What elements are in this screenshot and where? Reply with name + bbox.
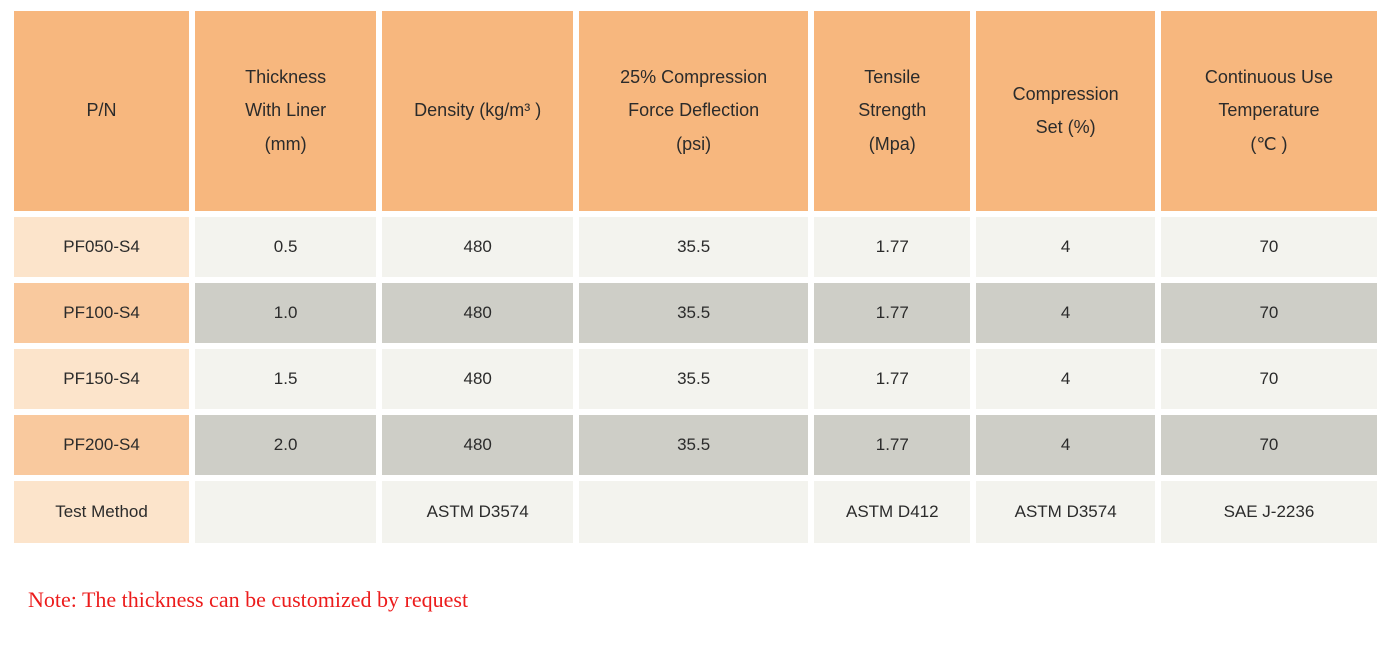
header-compression-force-deflection: 25% Compression Force Deflection (psi): [579, 11, 809, 211]
cell-tensile-strength: 1.77: [814, 283, 971, 343]
header-density: Density (kg/m³ ): [382, 11, 574, 211]
cell-compression-force-deflection: 35.5: [579, 349, 809, 409]
customization-note: Note: The thickness can be customized by…: [28, 587, 469, 612]
table-row-test-method: Test Method ASTM D3574 ASTM D412 ASTM D3…: [14, 481, 1377, 543]
spec-table: P/N Thickness With Liner (mm) Density (k…: [8, 5, 1383, 549]
cell-density: 480: [382, 349, 574, 409]
cell-continuous-use-temperature: 70: [1160, 217, 1377, 277]
cell-compression-force-deflection-test-method: [579, 481, 809, 543]
cell-density: 480: [382, 283, 574, 343]
cell-pn: PF100-S4: [14, 283, 190, 343]
cell-thickness-test-method: [195, 481, 377, 543]
header-pn: P/N: [14, 11, 190, 211]
cell-continuous-use-temperature-test-method: SAE J-2236: [1160, 481, 1377, 543]
cell-density-test-method: ASTM D3574: [382, 481, 574, 543]
header-tensile-strength: Tensile Strength (Mpa): [814, 11, 971, 211]
cell-density: 480: [382, 217, 574, 277]
header-thickness: Thickness With Liner (mm): [195, 11, 377, 211]
table-row-pf200: PF200-S4 2.0 480 35.5 1.77 4 70: [14, 415, 1377, 475]
cell-tensile-strength: 1.77: [814, 349, 971, 409]
table-row-pf050: PF050-S4 0.5 480 35.5 1.77 4 70: [14, 217, 1377, 277]
cell-compression-set: 4: [976, 415, 1155, 475]
cell-compression-force-deflection: 35.5: [579, 217, 809, 277]
cell-pn: PF050-S4: [14, 217, 190, 277]
cell-thickness: 2.0: [195, 415, 377, 475]
cell-thickness: 1.0: [195, 283, 377, 343]
cell-compression-set-test-method: ASTM D3574: [976, 481, 1155, 543]
cell-continuous-use-temperature: 70: [1160, 415, 1377, 475]
cell-compression-set: 4: [976, 217, 1155, 277]
table-header-row: P/N Thickness With Liner (mm) Density (k…: [14, 11, 1377, 211]
header-continuous-use-temperature: Continuous Use Temperature (℃ ): [1160, 11, 1377, 211]
cell-thickness: 1.5: [195, 349, 377, 409]
cell-test-method-label: Test Method: [14, 481, 190, 543]
cell-tensile-strength-test-method: ASTM D412: [814, 481, 971, 543]
cell-continuous-use-temperature: 70: [1160, 349, 1377, 409]
header-compression-set: Compression Set (%): [976, 11, 1155, 211]
table-row-pf100: PF100-S4 1.0 480 35.5 1.77 4 70: [14, 283, 1377, 343]
cell-density: 480: [382, 415, 574, 475]
cell-continuous-use-temperature: 70: [1160, 283, 1377, 343]
cell-compression-set: 4: [976, 283, 1155, 343]
cell-thickness: 0.5: [195, 217, 377, 277]
cell-tensile-strength: 1.77: [814, 415, 971, 475]
cell-compression-force-deflection: 35.5: [579, 415, 809, 475]
cell-pn: PF150-S4: [14, 349, 190, 409]
cell-compression-set: 4: [976, 349, 1155, 409]
cell-compression-force-deflection: 35.5: [579, 283, 809, 343]
cell-tensile-strength: 1.77: [814, 217, 971, 277]
cell-pn: PF200-S4: [14, 415, 190, 475]
table-row-pf150: PF150-S4 1.5 480 35.5 1.77 4 70: [14, 349, 1377, 409]
